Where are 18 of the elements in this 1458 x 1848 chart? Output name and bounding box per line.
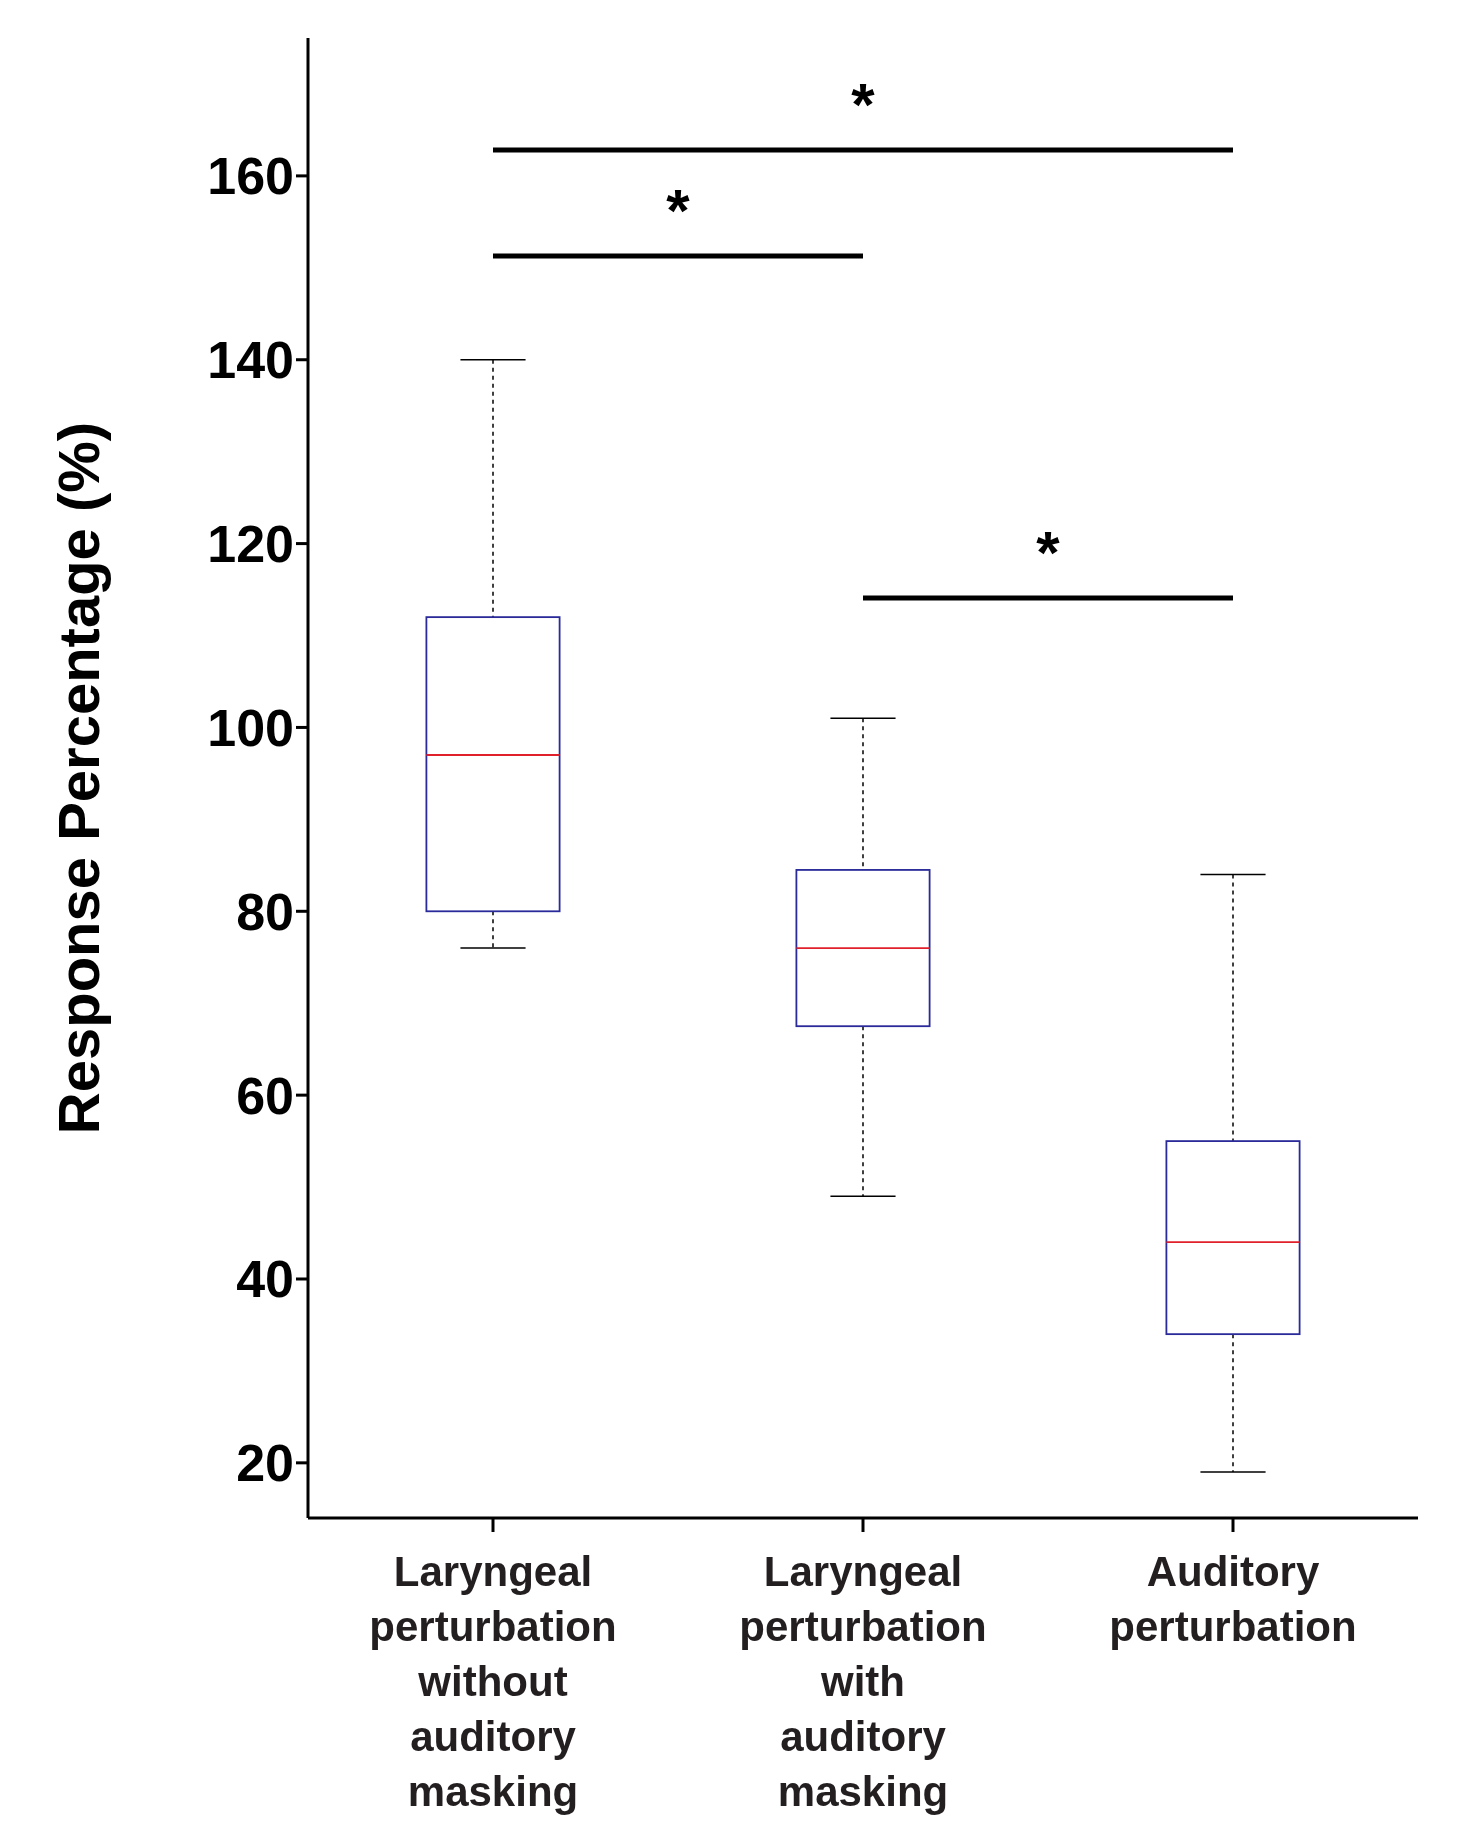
- x-tick-label: Laryngeal perturbation with auditory masking: [739, 1548, 987, 1815]
- y-tick-label: 20: [236, 1434, 294, 1493]
- y-tick-label: 60: [236, 1066, 294, 1125]
- significance-bracket: *: [493, 177, 863, 259]
- y-tick-label: 140: [207, 331, 294, 390]
- annotation: *: [1036, 519, 1061, 586]
- annotation: *: [851, 71, 876, 138]
- y-tick-label: 120: [207, 515, 294, 574]
- y-tick-label: 100: [207, 698, 294, 757]
- y-axis-title: Response Percentage (%): [45, 421, 111, 1135]
- x-tick-label: Auditory perturbation: [1109, 1548, 1357, 1650]
- y-tick-label: 40: [236, 1250, 294, 1309]
- y-tick-label: 80: [236, 882, 294, 941]
- annotation: *: [666, 177, 691, 244]
- significance-bracket: *: [863, 519, 1233, 601]
- significance-bracket: *: [493, 71, 1233, 153]
- y-tick-label: 160: [207, 147, 294, 206]
- x-tick-label: Laryngeal perturbation without auditory masking: [369, 1548, 617, 1815]
